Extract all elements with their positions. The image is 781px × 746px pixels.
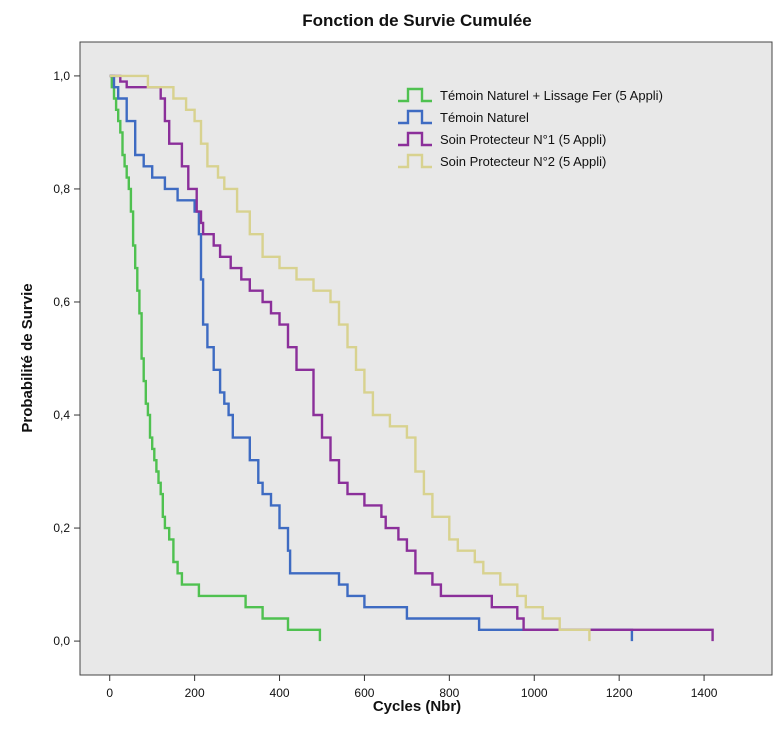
series-line-1: [109, 74, 322, 642]
x-tick-label: 1000: [521, 686, 548, 700]
legend-label-2: Témoin Naturel: [440, 110, 529, 125]
x-tick-label: 1400: [691, 686, 718, 700]
y-tick-label: 0,4: [53, 408, 70, 422]
legend-swatch-3: [398, 131, 432, 147]
y-axis: 0,0 0,2 0,4 0,6 0,8 1,0: [53, 69, 80, 648]
x-tick-label: 400: [270, 686, 290, 700]
x-tick-label: 0: [106, 686, 113, 700]
legend-swatch-1: [398, 87, 432, 103]
x-tick-label: 600: [354, 686, 374, 700]
y-tick-label: 1,0: [53, 69, 70, 83]
legend-label-3: Soin Protecteur N°1 (5 Appli): [440, 132, 606, 147]
x-tick-label: 200: [185, 686, 205, 700]
y-tick-label: 0,8: [53, 182, 70, 196]
legend-swatch-2: [398, 109, 432, 125]
x-tick-label: 800: [439, 686, 459, 700]
series-line-2: [109, 74, 634, 642]
x-axis: 0 200 400 600 800 1000 1200 1400: [106, 675, 718, 700]
legend-swatch-4: [398, 153, 432, 169]
series-line-4: [109, 74, 591, 642]
plot-area: [79, 41, 773, 676]
legend-label-1: Témoin Naturel + Lissage Fer (5 Appli): [440, 88, 663, 103]
x-axis-title: Cycles (Nbr): [373, 698, 461, 715]
y-tick-label: 0,0: [53, 634, 70, 648]
legend: Témoin Naturel + Lissage Fer (5 Appli) Té…: [398, 87, 663, 169]
y-tick-label: 0,2: [53, 521, 70, 535]
legend-label-4: Soin Protecteur N°2 (5 Appli): [440, 154, 606, 169]
y-tick-label: 0,6: [53, 295, 70, 309]
series-lines: [109, 74, 714, 642]
series-line-3: [109, 74, 714, 642]
x-tick-label: 1200: [606, 686, 633, 700]
chart-title: Fonction de Survie Cumulée: [302, 11, 532, 30]
y-axis-title: Probabilité de Survie: [19, 283, 36, 432]
